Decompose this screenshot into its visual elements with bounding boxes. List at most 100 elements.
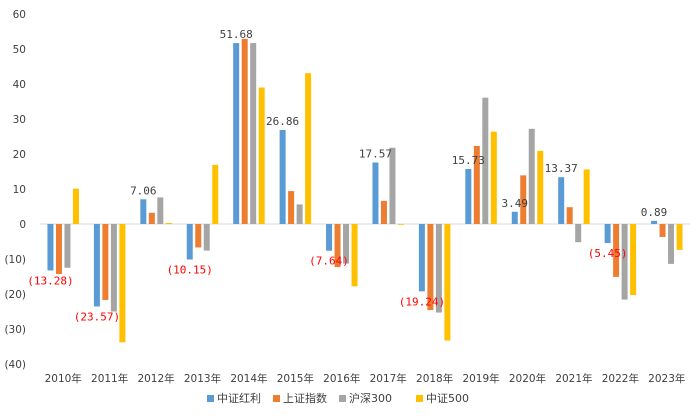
bar: [351, 224, 358, 287]
data-label: (13.28): [27, 274, 73, 287]
bar: [444, 224, 451, 341]
bar: [288, 191, 295, 224]
bar: [334, 224, 341, 268]
data-label: (19.24): [399, 295, 445, 308]
x-tick-label: 2013年: [184, 372, 221, 385]
data-label: 15.73: [452, 154, 485, 167]
bar: [418, 224, 425, 292]
bar: [630, 224, 637, 296]
legend-swatch: [273, 395, 280, 402]
bar: [212, 164, 219, 224]
bar: [119, 224, 126, 343]
x-tick-label: 2014年: [230, 372, 267, 385]
bar: [613, 224, 620, 277]
y-tick-label: 50: [13, 44, 26, 56]
x-tick-label: 2017年: [370, 372, 407, 385]
data-label: 26.86: [266, 115, 299, 128]
bar: [427, 224, 434, 311]
y-tick-label: 40: [13, 79, 26, 91]
bar: [140, 199, 147, 224]
bar: [241, 38, 248, 224]
bar: [380, 200, 387, 224]
bar: [296, 204, 303, 224]
x-tick-label: 2021年: [555, 372, 592, 385]
legend-label: 沪深300: [349, 391, 392, 405]
y-tick-label: 10: [13, 184, 26, 196]
bar: [583, 169, 590, 224]
x-tick-label: 2023年: [648, 372, 685, 385]
bar: [676, 224, 683, 250]
bar: [520, 175, 527, 224]
bar: [372, 162, 379, 224]
data-label: 7.06: [130, 184, 157, 197]
bar: [250, 43, 257, 224]
data-label: 13.37: [545, 162, 578, 175]
bar: [482, 97, 489, 224]
bar: [465, 168, 472, 224]
bar: [279, 129, 286, 224]
bar: [389, 147, 396, 224]
bar: [435, 224, 442, 313]
bar: [203, 224, 210, 251]
bar: [659, 224, 666, 237]
x-tick-label: 2016年: [323, 372, 360, 385]
data-label: (23.57): [74, 310, 120, 323]
bar: [473, 145, 480, 224]
bar: [233, 43, 240, 225]
x-tick-label: 2012年: [137, 372, 174, 385]
bar: [490, 131, 497, 224]
y-tick-label: 0: [19, 219, 26, 231]
legend-swatch: [339, 395, 346, 402]
legend-swatch: [416, 395, 423, 402]
x-tick-label: 2011年: [91, 372, 128, 385]
legend-label: 中证红利: [217, 392, 261, 405]
bar: [186, 224, 193, 260]
x-tick-label: 2018年: [416, 372, 453, 385]
bar: [93, 224, 100, 307]
bar: [651, 220, 658, 224]
x-tick-label: 2010年: [45, 372, 82, 385]
x-tick-label: 2015年: [277, 372, 314, 385]
x-tick-label: 2019年: [462, 372, 499, 385]
data-label: 3.49: [502, 197, 529, 210]
legend-label: 中证500: [426, 392, 469, 405]
bar: [397, 224, 404, 225]
data-label: (7.64): [309, 255, 349, 268]
legend-swatch: [207, 395, 214, 402]
bar: [604, 224, 611, 244]
y-tick-label: 60: [13, 9, 26, 21]
data-label: 51.68: [220, 28, 253, 41]
bar: [537, 150, 544, 224]
y-tick-label: (10): [4, 254, 26, 266]
bar: [566, 207, 573, 224]
bar: [558, 177, 565, 224]
bar: [110, 224, 117, 312]
bar: [343, 224, 350, 264]
bar: [528, 128, 535, 224]
bar: [148, 212, 155, 224]
data-label: 0.89: [641, 206, 668, 219]
bar: [511, 211, 518, 224]
y-tick-label: (30): [4, 324, 26, 336]
y-tick-label: 20: [13, 149, 26, 161]
y-tick-label: (20): [4, 289, 26, 301]
y-tick-label: (40): [4, 359, 26, 371]
bar: [157, 197, 164, 224]
bar: [305, 73, 312, 225]
data-label: (5.45): [588, 247, 628, 260]
y-tick-label: 30: [13, 114, 26, 126]
bar: [575, 224, 582, 243]
bar: [195, 224, 202, 248]
bar: [668, 224, 675, 264]
x-tick-label: 2022年: [602, 372, 639, 385]
x-tick-label: 2020年: [509, 372, 546, 385]
data-label: (10.15): [167, 264, 213, 277]
bar: [55, 224, 62, 275]
bar: [72, 188, 79, 224]
bar: [165, 222, 172, 224]
bar: [64, 224, 71, 268]
data-label: 17.57: [359, 148, 392, 161]
bar: [326, 224, 333, 251]
